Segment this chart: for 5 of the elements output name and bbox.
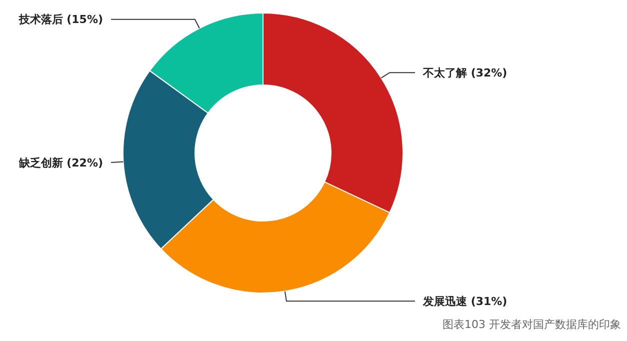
slice-label: 技术落后 (15%) xyxy=(18,13,103,26)
text: 图表103 开发者对国产数据库的印象 xyxy=(442,318,621,331)
slice-label: 发展迅速 (31%) xyxy=(422,295,508,308)
slice-label: 缺乏创新 (22%) xyxy=(18,156,103,170)
slice-label: 不太了解 (32%) xyxy=(422,66,508,80)
